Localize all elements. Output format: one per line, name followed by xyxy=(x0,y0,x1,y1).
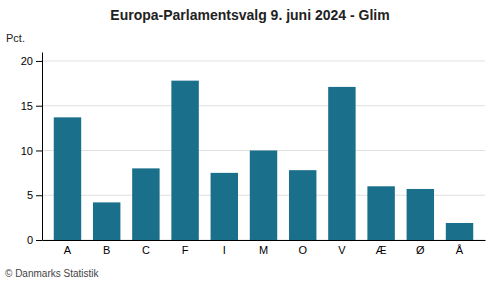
y-axis: 0 5 10 15 20 xyxy=(21,53,43,247)
x-tick-label: V xyxy=(338,244,346,256)
x-tick: Å xyxy=(456,244,464,256)
bar xyxy=(328,87,355,240)
plot: 0 5 10 15 20 A B C F I M O V Æ Ø Å xyxy=(21,53,486,256)
x-tick-label: O xyxy=(298,244,307,256)
y-tick-label: 5 xyxy=(27,189,33,201)
grid-line xyxy=(42,60,485,61)
y-tick-mark xyxy=(36,150,42,151)
y-tick-mark xyxy=(36,240,42,241)
bar xyxy=(211,173,238,240)
x-tick: M xyxy=(259,244,268,256)
x-tick: V xyxy=(338,244,346,256)
x-tick-label: I xyxy=(223,244,226,256)
x-tick: F xyxy=(182,244,189,256)
y-tick-mark xyxy=(36,195,42,196)
title: Europa-Parlamentsvalg 9. juni 2024 - Gli… xyxy=(110,7,389,23)
x-tick: C xyxy=(142,244,150,256)
grid xyxy=(42,61,485,240)
bar xyxy=(171,81,198,240)
x-tick-label: Æ xyxy=(376,244,387,256)
bar xyxy=(93,202,120,240)
y-tick-label: 10 xyxy=(21,144,33,156)
y-tick: 15 xyxy=(21,100,42,112)
y-label: Pct. xyxy=(6,32,25,44)
bar xyxy=(250,150,277,240)
y-tick-mark xyxy=(36,61,42,62)
x-tick: A xyxy=(64,244,72,256)
x-tick-label: C xyxy=(142,244,150,256)
grid-line xyxy=(42,105,485,106)
bar xyxy=(289,170,316,240)
x-tick-label: A xyxy=(64,244,72,256)
x-tick-label: B xyxy=(103,244,110,256)
x-tick: Ø xyxy=(416,244,425,256)
bar xyxy=(407,189,434,240)
x-tick: O xyxy=(298,244,307,256)
bar xyxy=(446,223,473,240)
y-tick-mark xyxy=(36,106,42,107)
x-tick-label: F xyxy=(182,244,189,256)
y-tick: 10 xyxy=(21,144,42,156)
bar xyxy=(132,168,159,240)
y-tick: 20 xyxy=(21,55,42,67)
x-tick-label: M xyxy=(259,244,268,256)
y-tick: 0 xyxy=(27,234,42,246)
y-tick-label: 20 xyxy=(21,55,33,67)
x-tick-label: Ø xyxy=(416,244,425,256)
bar xyxy=(54,117,81,240)
x-axis: ABCFIMOVÆØÅ xyxy=(43,241,486,256)
x-tick: B xyxy=(103,244,110,256)
bar xyxy=(367,186,394,240)
y-tick-label: 15 xyxy=(21,100,33,112)
chart: Europa-Parlamentsvalg 9. juni 2024 - Gli… xyxy=(0,0,500,282)
y-axis-line xyxy=(42,53,43,241)
y-tick-label: 0 xyxy=(27,234,33,246)
y-tick: 5 xyxy=(27,189,42,201)
x-axis-line xyxy=(43,240,486,241)
x-tick: Æ xyxy=(376,244,387,256)
x-tick-label: Å xyxy=(456,244,464,256)
bars xyxy=(54,81,473,240)
footer: © Danmarks Statistik xyxy=(5,268,100,279)
x-tick: I xyxy=(223,244,226,256)
